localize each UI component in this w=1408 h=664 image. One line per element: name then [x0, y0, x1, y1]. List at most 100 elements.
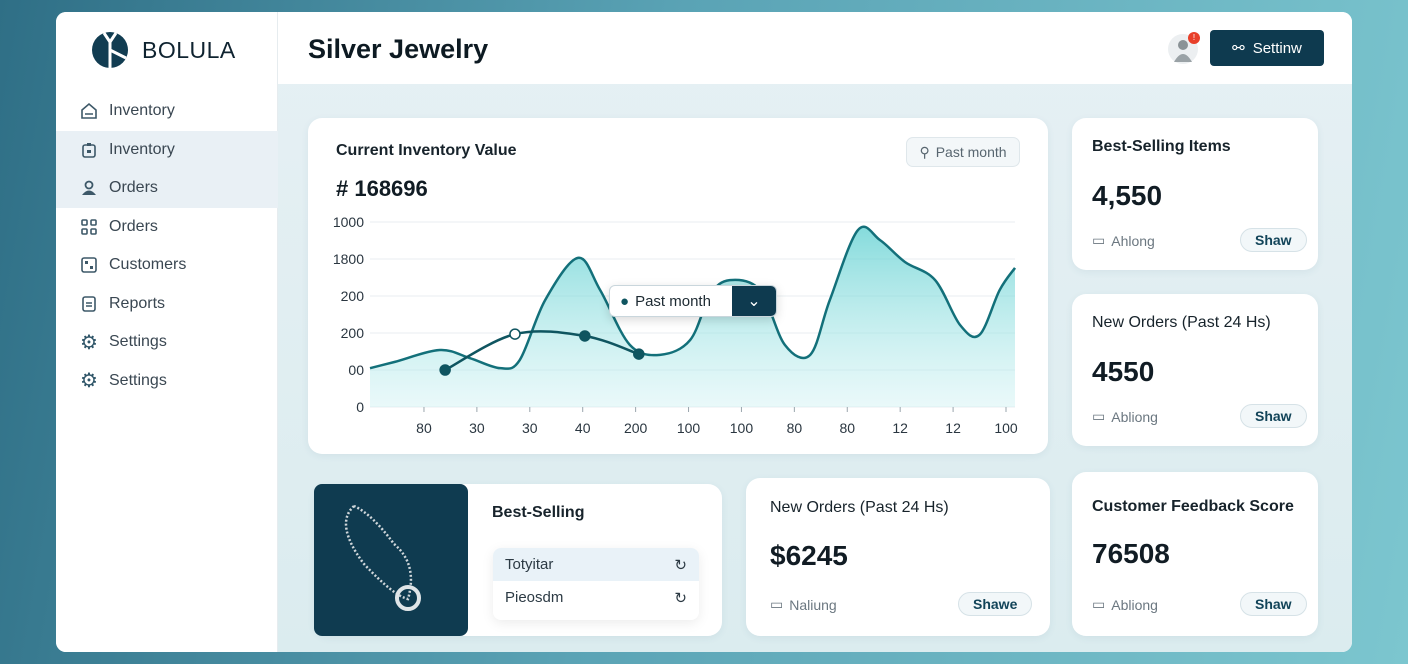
dropdown-label: Past month [635, 292, 711, 310]
logo-icon [92, 32, 128, 68]
customer-feedback-card: Customer Feedback Score 76508 ▭ Abliong S… [1072, 472, 1318, 636]
bag-icon: ▭ [1092, 596, 1106, 612]
folder-icon: ▭ [1092, 408, 1106, 424]
item-label: Pieosdm [505, 589, 564, 606]
area-series-line [369, 225, 1017, 370]
sidebar-item-label: Inventory [109, 140, 175, 158]
area-fill [370, 226, 1015, 407]
sidebar-item-orders-2[interactable]: Orders [56, 208, 278, 247]
card-footer: ▭ Ahlong [1092, 232, 1155, 249]
data-point[interactable] [579, 330, 591, 342]
card-title: Current Inventory Value [336, 142, 517, 159]
refresh-icon[interactable]: ↻ [674, 589, 687, 607]
folder-icon: ▭ [1092, 232, 1106, 248]
x-tick-label: 80 [839, 420, 855, 436]
search-icon: ⚲ [919, 143, 930, 160]
period-filter[interactable]: ⚲ Past month [906, 137, 1020, 167]
new-orders-side-card: New Orders (Past 24 Hs) 4550 ▭ Abliong Sh… [1072, 294, 1318, 446]
marker-series-line [444, 330, 640, 372]
show-button[interactable]: Shaw [1240, 404, 1307, 428]
user-icon [80, 179, 98, 197]
card-title: New Orders (Past 24 Hs) [770, 499, 949, 516]
inventory-value-card: Current Inventory Value ⚲ Past month # 16… [308, 118, 1048, 454]
sidebar-item-inventory[interactable]: Inventory [56, 92, 278, 131]
x-tick-label: 12 [945, 420, 961, 436]
sidebar-item-orders[interactable]: Orders [56, 169, 278, 208]
sidebar-item-label: Settings [109, 333, 167, 351]
link-icon: ⚯ [1232, 40, 1245, 57]
y-tick-label: 0 [356, 399, 364, 415]
item-label: Totyitar [505, 556, 554, 573]
main-content: Silver Jewelry ! ⚯ Settinw Current Invent… [278, 12, 1352, 652]
x-tick-label: 30 [469, 420, 485, 436]
y-tick-label: 200 [341, 325, 365, 341]
card-title: Customer Feedback Score [1092, 498, 1294, 515]
sidebar-item-settings[interactable]: ⚙ Settings [56, 323, 278, 362]
x-tick-label: 30 [522, 420, 538, 436]
document-icon [80, 295, 98, 313]
inventory-value: # 168696 [336, 176, 428, 201]
grid-icon [80, 218, 98, 236]
footer-text: Abliong [1111, 596, 1158, 613]
brand-logo: BOLULA [90, 30, 236, 70]
card-value: 4550 [1092, 356, 1155, 387]
notification-badge: ! [1188, 32, 1200, 44]
card-value: $6245 [770, 540, 848, 571]
show-button[interactable]: Shawe [958, 592, 1033, 616]
best-selling-card: Best-Selling Totyitar ↻ Pieosdm ↻ [314, 484, 722, 636]
settings-button-label: Settinw [1252, 39, 1302, 57]
sidebar-item-inventory-active[interactable]: Inventory [56, 130, 278, 169]
card-value: 76508 [1092, 538, 1170, 569]
period-filter-label: Past month [935, 144, 1007, 160]
sidebar-item-label: Customers [109, 256, 187, 274]
page-title: Silver Jewelry [308, 34, 489, 64]
card-value: 4,550 [1092, 180, 1163, 211]
sidebar-item-reports[interactable]: Reports [56, 285, 278, 324]
footer-text: Naliung [789, 596, 837, 613]
data-point[interactable] [439, 364, 451, 376]
x-tick-label: 12 [892, 420, 908, 436]
show-button[interactable]: Shaw [1240, 228, 1307, 252]
y-tick-label: 1000 [333, 214, 364, 230]
card-footer: ▭ Abliong [1092, 596, 1158, 613]
period-dropdown[interactable]: ● Past month ⌄ [609, 285, 777, 317]
x-tick-label: 80 [416, 420, 432, 436]
show-button[interactable]: Shaw [1240, 592, 1307, 616]
x-tick-label: 100 [677, 420, 701, 436]
chevron-down-icon[interactable]: ⌄ [732, 286, 776, 316]
card-footer: ▭ Abliong [1092, 408, 1158, 425]
necklace-icon [344, 504, 421, 611]
list-item[interactable]: Totyitar ↻ [493, 548, 699, 581]
sidebar-item-settings-2[interactable]: ⚙ Settings [56, 362, 278, 401]
sidebar-nav: Inventory Inventory Orders Orders Custom… [56, 92, 278, 400]
card-title: Best-Selling Items [1092, 138, 1231, 155]
card-title: New Orders (Past 24 Hs) [1092, 314, 1271, 331]
data-point[interactable] [633, 348, 645, 360]
gear-icon: ⚙ [80, 370, 98, 393]
sidebar-item-label: Reports [109, 294, 166, 312]
app-window: BOLULA Inventory Inventory Orders Orders… [56, 12, 1352, 652]
sidebar-item-customers[interactable]: Customers [56, 246, 278, 285]
x-tick-label: 80 [787, 420, 803, 436]
refresh-icon[interactable]: ↻ [674, 556, 687, 574]
product-image [314, 484, 468, 636]
clipboard-icon [80, 141, 98, 159]
home-icon [80, 102, 98, 120]
sidebar-item-label: Orders [109, 179, 158, 197]
sidebar-item-label: Settings [109, 371, 167, 389]
y-tick-label: 200 [341, 288, 365, 304]
x-tick-label: 200 [624, 420, 648, 436]
card-footer: ▭ Naliung [770, 596, 837, 613]
card-title: Best-Selling [492, 504, 585, 521]
sidebar-item-label: Orders [109, 217, 158, 235]
x-tick-label: 100 [994, 420, 1018, 436]
best-selling-items-card: Best-Selling Items 4,550 ▭ Ahlong Shaw [1072, 118, 1318, 270]
header: Silver Jewelry ! ⚯ Settinw [278, 12, 1352, 84]
list-item[interactable]: Pieosdm ↻ [493, 581, 699, 614]
x-tick-label: 40 [575, 420, 591, 436]
data-point[interactable] [509, 328, 521, 340]
tag-icon: ● [620, 292, 630, 310]
sidebar-item-label: Inventory [109, 102, 175, 120]
settings-button[interactable]: ⚯ Settinw [1210, 30, 1324, 66]
